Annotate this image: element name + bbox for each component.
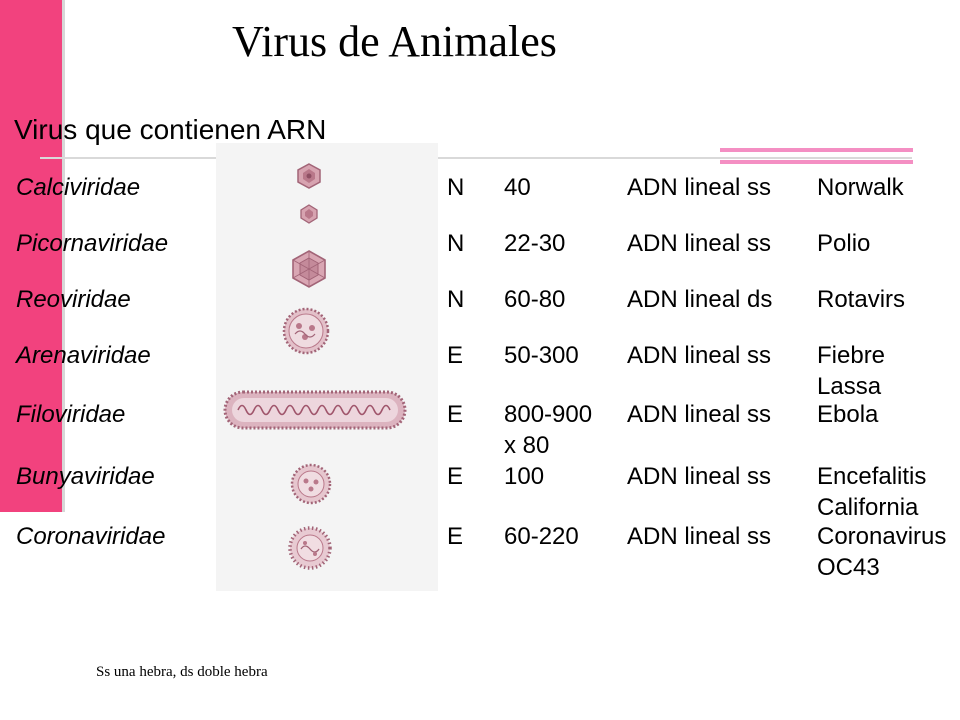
accent-stripe-bottom (720, 160, 913, 164)
table-row: Coronaviridae E 60-220 ADN lineal ss Cor… (0, 521, 960, 581)
table-row: Calciviridae N 40 ADN lineal ss Norwalk (0, 172, 960, 230)
reovirus-icon (292, 250, 326, 288)
family-name: Arenaviridae (16, 342, 151, 369)
table-row: Picornaviridae N 22-30 ADN lineal ss Pol… (0, 228, 960, 286)
family-name: Reoviridae (16, 286, 131, 313)
genome-type: ADN lineal ss (627, 230, 772, 257)
size-nm: 50-300 (504, 342, 579, 369)
arenavirus-icon (282, 307, 330, 355)
family-name: Picornaviridae (16, 230, 169, 257)
divider-line (40, 157, 912, 159)
table-row: Reoviridae N 60-80 ADN lineal ds Rotavir… (0, 284, 960, 342)
genome-type: ADN lineal ss (627, 342, 772, 369)
sidebar-accent-shadow (62, 0, 65, 512)
size-nm: 60-220 (504, 523, 579, 550)
example-virus: Coronavirus OC43 (817, 523, 947, 581)
genome-type: ADN lineal ss (627, 523, 772, 550)
size-nm: 800-900 x 80 (504, 401, 593, 459)
size-nm: 60-80 (504, 286, 566, 313)
bunyavirus-icon (290, 463, 332, 505)
envelope-code: N (447, 230, 465, 257)
filovirus-icon (223, 390, 407, 430)
size-nm: 22-30 (504, 230, 566, 257)
virus-illustrations-panel (216, 143, 438, 591)
family-name: Calciviridae (16, 174, 141, 201)
size-nm: 40 (504, 174, 531, 201)
sidebar-accent-bar (0, 0, 62, 512)
coronavirus-icon (288, 526, 332, 570)
envelope-code: E (447, 401, 464, 428)
genome-type: ADN lineal ss (627, 463, 772, 490)
footnote: Ss una hebra, ds doble hebra (96, 664, 268, 680)
picornavirus-icon (300, 204, 318, 224)
slide-title: Virus de Animales (232, 17, 557, 66)
accent-stripe-top (720, 148, 913, 152)
table-row: Arenaviridae E 50-300 ADN lineal ss Fieb… (0, 340, 960, 400)
envelope-code: E (447, 463, 464, 490)
envelope-code: N (447, 286, 465, 313)
size-nm: 100 (504, 463, 545, 490)
example-virus: Norwalk (817, 174, 904, 201)
table-row: Filoviridae E 800-900 x 80 ADN lineal ss… (0, 399, 960, 459)
example-virus: Ebola (817, 401, 879, 428)
table-row: Bunyaviridae E 100 ADN lineal ss Encefal… (0, 461, 960, 521)
genome-type: ADN lineal ss (627, 401, 772, 428)
genome-type: ADN lineal ds (627, 286, 773, 313)
example-virus: Fiebre Lassa (817, 342, 886, 400)
envelope-code: E (447, 523, 464, 550)
example-virus: Encefalitis California (817, 463, 927, 521)
table-heading: Virus que contienen ARN (14, 114, 327, 145)
envelope-code: N (447, 174, 465, 201)
genome-type: ADN lineal ss (627, 174, 772, 201)
family-name: Filoviridae (16, 401, 126, 428)
family-name: Coronaviridae (16, 523, 166, 550)
family-name: Bunyaviridae (16, 463, 155, 490)
calicivirus-icon (297, 163, 321, 189)
example-virus: Polio (817, 230, 871, 257)
envelope-code: E (447, 342, 464, 369)
example-virus: Rotavirs (817, 286, 906, 313)
